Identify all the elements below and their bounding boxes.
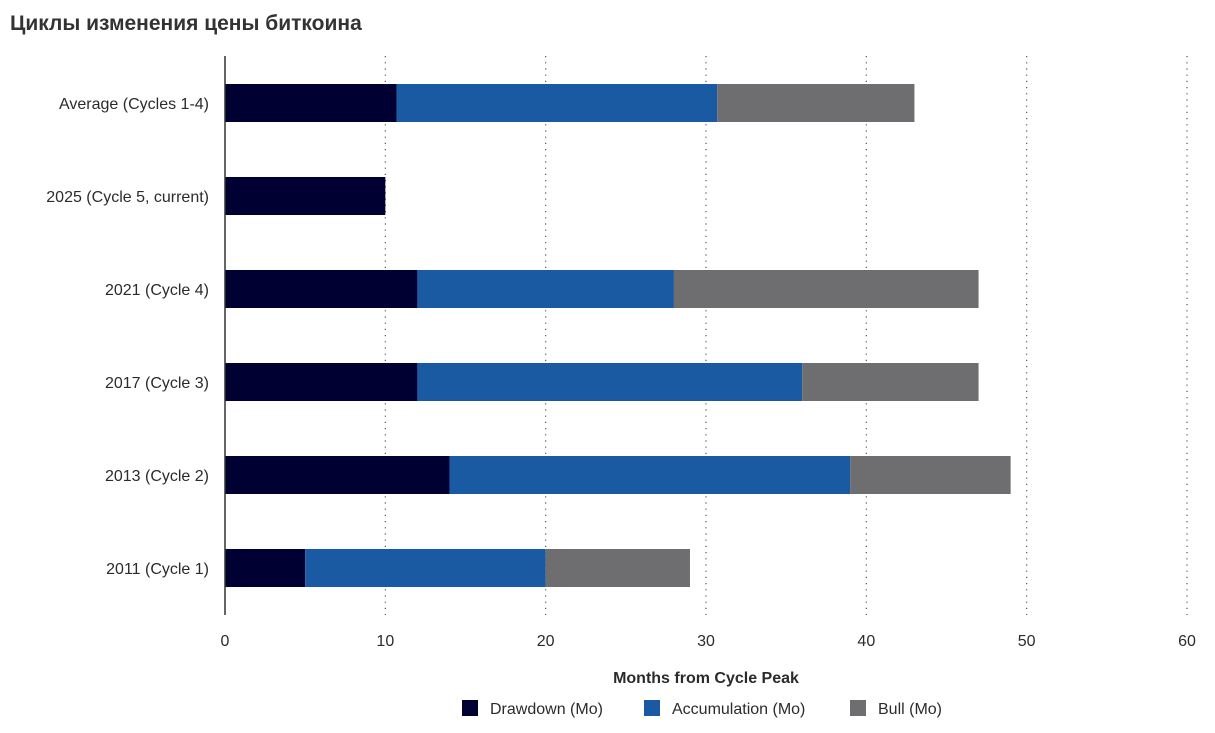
bar-segment-bull (673, 270, 979, 308)
bar-segment-drawdown (225, 549, 306, 587)
category-label: 2013 (Cycle 2) (105, 468, 209, 485)
category-label: 2017 (Cycle 3) (105, 375, 209, 392)
x-tick-label: 30 (697, 633, 715, 650)
x-tick-label: 20 (537, 633, 555, 650)
x-tick-label: 0 (221, 633, 230, 650)
bar-segment-accumulation (449, 456, 851, 494)
bar-segment-drawdown (225, 177, 386, 215)
x-tick-label: 50 (1018, 633, 1036, 650)
bar-segment-drawdown (225, 363, 418, 401)
category-label: 2011 (Cycle 1) (106, 561, 209, 578)
bar-segment-bull (850, 456, 1011, 494)
legend-swatch (644, 700, 660, 716)
bar-segment-bull (802, 363, 979, 401)
bar-segment-drawdown (225, 84, 397, 122)
x-tick-labels: 0 10 20 30 40 50 60 (221, 633, 1196, 650)
legend-label: Drawdown (Mo) (490, 701, 603, 718)
x-tick-label: 60 (1178, 633, 1196, 650)
legend-label: Accumulation (Mo) (672, 701, 805, 718)
bar-segment-accumulation (417, 270, 674, 308)
bar-segment-accumulation (417, 363, 803, 401)
category-label: 2021 (Cycle 4) (105, 282, 209, 299)
category-labels: Average (Cycles 1-4) 2025 (Cycle 5, curre… (46, 96, 209, 578)
legend-swatch (462, 700, 478, 716)
legend: Drawdown (Mo) Accumulation (Mo) Bull (Mo) (462, 700, 942, 718)
x-axis-title: Months from Cycle Peak (613, 670, 799, 687)
category-label: Average (Cycles 1-4) (59, 96, 209, 113)
bars (225, 84, 1011, 587)
category-label: 2025 (Cycle 5, current) (46, 189, 209, 206)
bar-segment-accumulation (396, 84, 718, 122)
bar-segment-drawdown (225, 270, 418, 308)
x-tick-label: 10 (376, 633, 394, 650)
x-tick-label: 40 (857, 633, 875, 650)
legend-label: Bull (Mo) (878, 701, 942, 718)
chart-title: Циклы изменения цены биткоина (10, 12, 362, 35)
gridlines (384, 56, 1188, 615)
bar-segment-bull (545, 549, 690, 587)
bar-segment-accumulation (305, 549, 546, 587)
legend-swatch (850, 700, 866, 716)
bar-segment-drawdown (225, 456, 450, 494)
bar-segment-bull (717, 84, 915, 122)
